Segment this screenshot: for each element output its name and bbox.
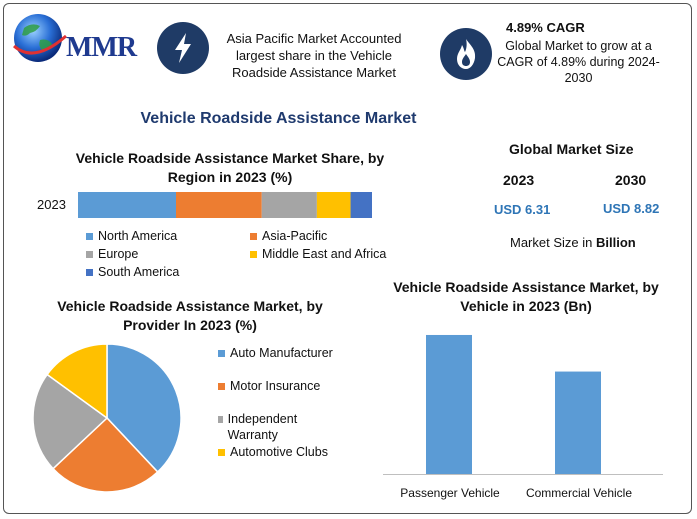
pie-slice-motor-insurance — [51, 416, 159, 493]
legend-label: South America — [98, 265, 180, 279]
lightning-icon — [175, 33, 191, 63]
legend-item-south-america: South America — [86, 265, 179, 279]
legend-label: Independent Warranty — [227, 412, 298, 442]
region-chart-category-label: 2023 — [37, 197, 66, 212]
bar-segment-asia-pacific — [176, 192, 262, 218]
highlight-icon-circle — [440, 28, 492, 80]
region-chart-title: Vehicle Roadside Assistance Market Share… — [75, 150, 385, 185]
legend-label: Asia-Pacific — [262, 229, 328, 243]
legend-label: Motor Insurance — [230, 379, 321, 393]
legend-item-motor-insurance: Motor Insurance — [218, 379, 348, 393]
legend-swatch — [218, 349, 225, 357]
bar-segment-middle-east-and-africa — [316, 192, 351, 218]
market-size-year-2023: 2023 — [503, 172, 535, 188]
market-size-note-unit: Billion — [595, 235, 636, 250]
legend-label: North America — [98, 229, 178, 243]
market-size-year-2030: 2030 — [615, 172, 647, 188]
legend-swatch — [218, 448, 225, 456]
legend-label: Middle East and Africa — [262, 247, 387, 261]
legend-label: Auto Manufacturer — [230, 346, 333, 360]
infographic-frame — [3, 3, 692, 514]
legend-label: Europe — [98, 247, 139, 261]
legend-swatch — [86, 232, 93, 240]
bar-segment-north-america — [78, 192, 176, 218]
market-size-value-2023: USD 6.31 — [494, 202, 551, 217]
vehicle-category-label: Commercial Vehicle — [525, 486, 633, 500]
provider-chart-title: Vehicle Roadside Assistance Market, by P… — [57, 298, 323, 333]
legend-item-europe: Europe — [86, 247, 138, 261]
legend-item-automotive-clubs: Automotive Clubs — [218, 445, 348, 459]
market-size-unit-note: Market Size in Billion — [510, 235, 636, 250]
provider-pie-chart — [32, 343, 182, 493]
legend-swatch — [250, 250, 257, 258]
vehicle-bar-chart — [383, 334, 663, 475]
highlight-asia-pacific-text: Asia Pacific Market Accounted largest sh… — [226, 31, 402, 80]
bar-segment-south-america — [350, 192, 372, 218]
bar-segment-europe — [261, 192, 317, 218]
main-title: Vehicle Roadside Assistance Market — [140, 110, 417, 127]
legend-label: Automotive Clubs — [230, 445, 328, 459]
legend-swatch — [218, 382, 225, 390]
vehicle-chart-title: Vehicle Roadside Assistance Market, by V… — [393, 279, 659, 314]
legend-item-independent-warranty: Independent Warranty — [218, 411, 310, 443]
flame-icon — [457, 39, 476, 69]
legend-item-middle-east-africa: Middle East and Africa — [250, 247, 386, 261]
pie-slice-auto-manufacturer — [106, 343, 182, 474]
cagr-text: Global Market to grow at a CAGR of 4.89%… — [497, 39, 660, 85]
market-size-value-2030: USD 8.82 — [603, 201, 660, 216]
legend-swatch — [218, 416, 223, 423]
legend-item-asia-pacific: Asia-Pacific — [250, 229, 327, 243]
legend-swatch — [86, 268, 93, 276]
bar-passenger-vehicle — [426, 334, 472, 474]
legend-swatch — [86, 250, 93, 258]
cagr-title: 4.89% CAGR — [506, 20, 585, 35]
vehicle-category-label: Passenger Vehicle — [400, 486, 500, 500]
logo-text: MMR — [66, 32, 137, 63]
globe-icon — [12, 14, 67, 62]
bar-commercial-vehicle — [555, 371, 601, 474]
region-stacked-bar — [78, 192, 372, 218]
pie-slice-independent-warranty — [32, 373, 109, 470]
market-size-note-prefix: Market Size in — [510, 235, 596, 250]
legend-swatch — [250, 232, 257, 240]
market-size-title: Global Market Size — [509, 141, 634, 157]
legend-item-auto-manufacturer: Auto Manufacturer — [218, 346, 348, 360]
mmr-logo: MMR — [10, 10, 145, 70]
pie-slice-automotive-clubs — [46, 343, 108, 420]
highlight-icon-circle — [157, 22, 209, 74]
legend-item-north-america: North America — [86, 229, 177, 243]
